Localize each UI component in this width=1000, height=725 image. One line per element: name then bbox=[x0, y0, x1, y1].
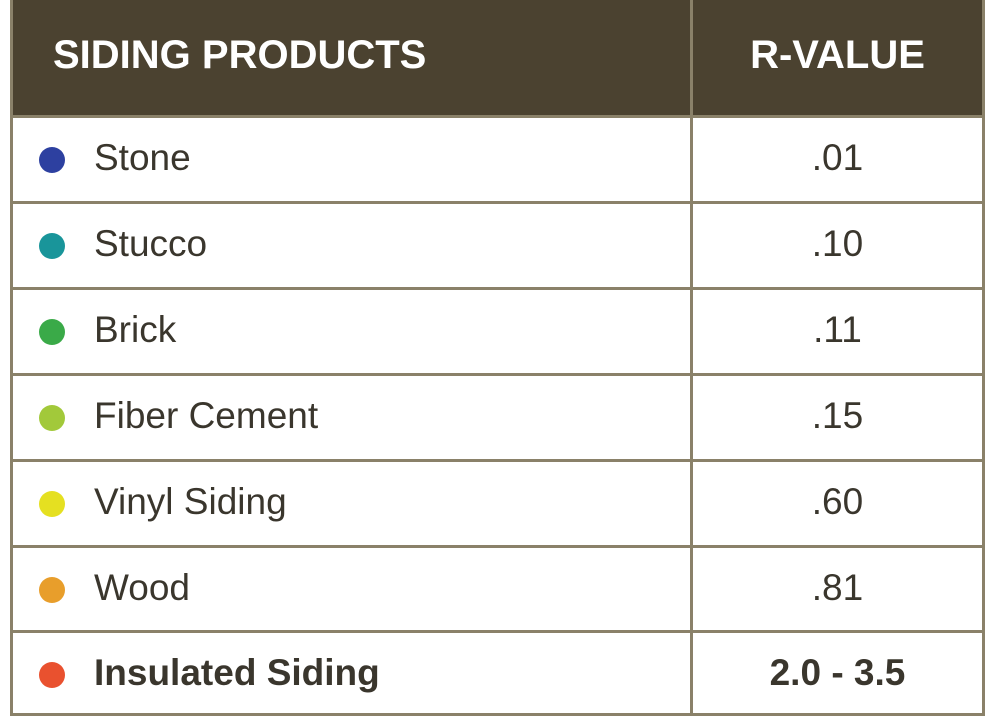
color-dot bbox=[39, 233, 65, 259]
product-name: Insulated Siding bbox=[94, 652, 380, 693]
header-cell: SIDING PRODUCTS bbox=[53, 33, 427, 77]
column-divider bbox=[690, 0, 693, 716]
color-dot bbox=[39, 577, 65, 603]
color-dot bbox=[39, 405, 65, 431]
r-value: .15 bbox=[811, 395, 864, 436]
r-value: .60 bbox=[811, 481, 864, 522]
table-row: Wood .81 bbox=[13, 545, 982, 631]
color-dot bbox=[39, 491, 65, 517]
table-row: Insulated Siding 2.0 - 3.5 bbox=[13, 630, 982, 716]
product-name: Brick bbox=[94, 309, 177, 350]
color-dot bbox=[39, 662, 65, 688]
header-cell: R-VALUE bbox=[750, 33, 925, 77]
product-name: Stucco bbox=[94, 223, 208, 264]
r-value: .01 bbox=[811, 137, 864, 178]
r-value: .10 bbox=[811, 223, 864, 264]
color-dot bbox=[39, 147, 65, 173]
color-dot bbox=[39, 319, 65, 345]
product-name: Stone bbox=[94, 137, 191, 178]
table-row: Brick .11 bbox=[13, 287, 982, 373]
product-name: Fiber Cement bbox=[94, 395, 319, 436]
table-header: SIDING PRODUCTS R-VALUE bbox=[13, 0, 982, 115]
table: SIDING PRODUCTS R-VALUE Stone .01 Stucco… bbox=[10, 0, 985, 716]
r-value: .11 bbox=[813, 309, 862, 350]
table-row: Fiber Cement .15 bbox=[13, 373, 982, 459]
table-row: Stone .01 bbox=[13, 115, 982, 201]
table-row: Stucco .10 bbox=[13, 201, 982, 287]
r-value: .81 bbox=[811, 567, 864, 608]
product-name: Vinyl Siding bbox=[94, 481, 287, 522]
table-row: Vinyl Siding .60 bbox=[13, 459, 982, 545]
product-name: Wood bbox=[94, 567, 190, 608]
r-value: 2.0 - 3.5 bbox=[769, 652, 906, 693]
